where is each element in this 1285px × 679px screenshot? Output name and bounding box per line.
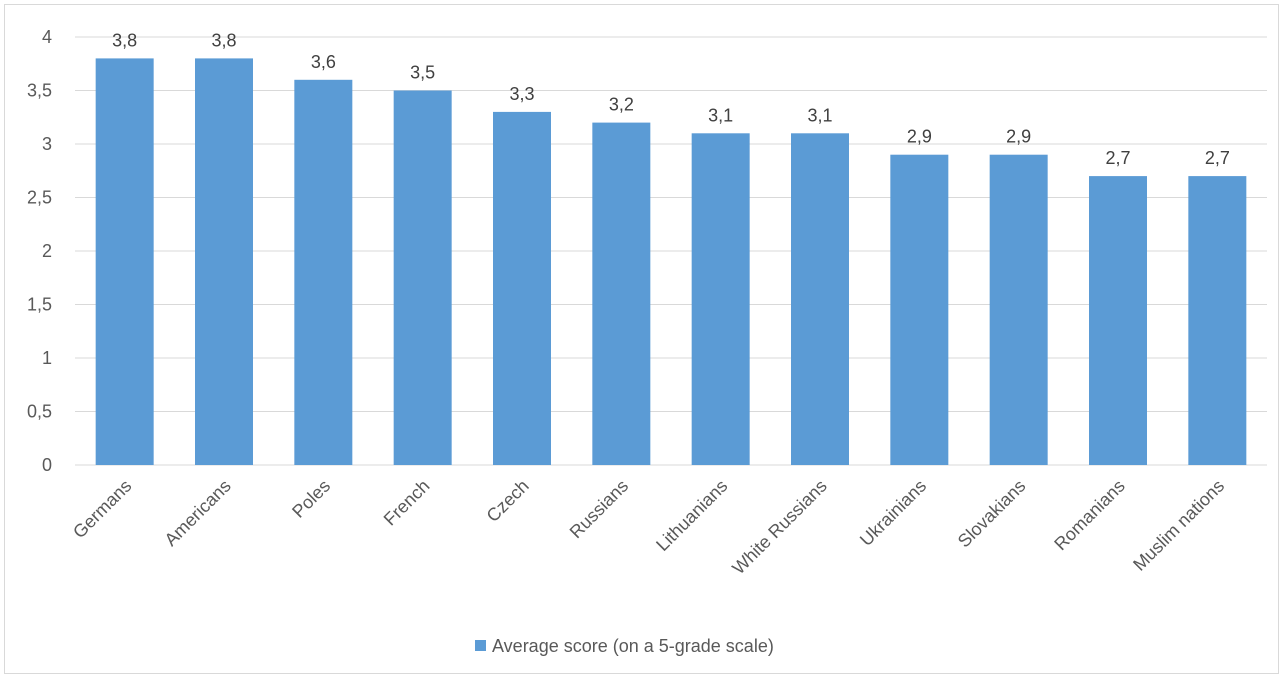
y-tick-label: 0,5 [27,402,52,422]
bar [791,133,849,466]
x-category-label: Muslim nations [1129,476,1228,575]
bars [95,58,1247,466]
data-labels: 3,8 3,8 3,6 3,5 3,3 3,2 3,1 3,1 2,9 2,9 2,7 2,7 [112,30,1230,168]
data-label: 3,1 [708,105,733,125]
data-label: 3,1 [807,105,832,125]
data-label: 3,6 [311,52,336,72]
x-category-label: Czech [483,476,533,526]
data-label: 3,2 [609,95,634,115]
data-label: 3,5 [410,63,435,83]
data-label: 2,9 [1006,127,1031,147]
bar [195,58,253,466]
y-tick-label: 1,5 [27,295,52,315]
data-label: 3,8 [211,30,236,50]
bar [493,111,551,466]
bar [1188,176,1247,465]
x-category-label: French [380,476,434,530]
x-category-label: Germans [69,476,135,542]
x-category-label: Americans [161,476,235,550]
data-label: 2,7 [1205,148,1230,168]
bar [95,58,154,466]
bar [393,90,452,465]
legend: Average score (on a 5-grade scale) [475,636,774,656]
x-category-label: White Russians [728,476,831,579]
y-tick-label: 4 [42,27,52,47]
data-label: 3,3 [509,84,534,104]
data-label: 2,7 [1105,148,1130,168]
x-category-label: Ukrainians [856,476,930,550]
bar [592,122,651,465]
legend-series-label: Average score (on a 5-grade scale) [492,636,774,656]
bar [890,154,949,465]
bar [989,154,1048,465]
data-label: 2,9 [907,127,932,147]
y-tick-label: 0 [42,455,52,475]
y-tick-label: 3 [42,134,52,154]
bar [1089,176,1147,465]
x-category-label: Romanians [1050,476,1129,555]
bar [691,133,750,466]
x-category-label: Lithuanians [652,476,731,555]
y-tick-label: 2 [42,241,52,261]
x-category-label: Slovakians [954,476,1030,552]
x-category-label: Russians [566,476,632,542]
legend-swatch [475,640,486,651]
bar [294,79,353,466]
y-axis-tick-labels: 0 0,5 1 1,5 2 2,5 3 3,5 4 [27,27,52,475]
gridlines [75,36,1267,466]
x-axis-category-labels: Germans Americans Poles French Czech Russians… [69,476,1228,579]
y-tick-label: 1 [42,348,52,368]
x-category-label: Poles [288,476,334,522]
data-label: 3,8 [112,30,137,50]
y-tick-label: 2,5 [27,188,52,208]
y-tick-label: 3,5 [27,81,52,101]
